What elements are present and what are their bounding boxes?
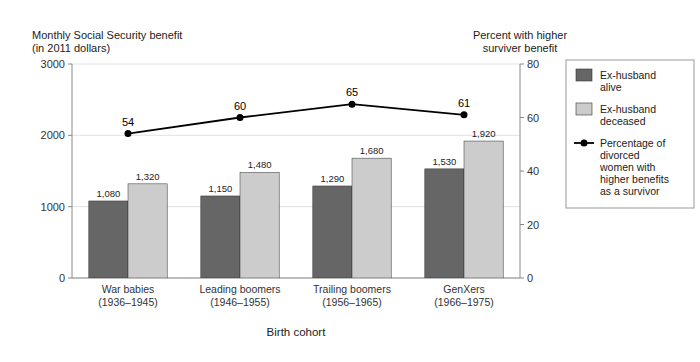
bar-label: 1,480 — [248, 159, 272, 170]
text-line: higher benefits — [600, 173, 669, 185]
legend-swatch — [576, 69, 592, 81]
line-label: 61 — [458, 97, 470, 109]
bar-label: 1,320 — [136, 171, 160, 182]
bar-label: 1,680 — [360, 145, 384, 156]
legend-frame — [566, 60, 694, 208]
legend-swatch — [581, 140, 588, 147]
tick-mark — [68, 206, 72, 207]
bar — [128, 184, 167, 278]
bar-label: 1,150 — [209, 183, 233, 194]
bar — [313, 186, 352, 278]
y2-tick-label: 60 — [527, 112, 539, 124]
line-label: 65 — [346, 86, 358, 98]
y-axis-line — [72, 64, 73, 278]
line-label: 54 — [122, 116, 134, 128]
x-tick-label: GenXers(1966–1975) — [434, 283, 494, 308]
text-line: women with — [599, 161, 656, 173]
text-line: (1936–1945) — [98, 296, 158, 308]
y2-axis-title: Percent with highersurviver benefit — [473, 29, 567, 54]
text-line: Ex-husband — [600, 103, 656, 115]
x-tick-label: Trailing boomers(1956–1965) — [313, 283, 391, 308]
text-line: Monthly Social Security benefit — [32, 29, 182, 41]
bar — [240, 172, 279, 278]
chart-svg: 0 1000 2000 3000 0 20 40 60 80 War babies(1936–19… — [0, 0, 700, 362]
text-line: as a survivor — [600, 185, 660, 197]
tick-mark — [520, 278, 524, 279]
text-line: Leading boomers — [199, 283, 280, 295]
line-marker — [237, 114, 244, 121]
text-line: Trailing boomers — [313, 283, 391, 295]
tick-mark — [68, 64, 72, 65]
bar — [89, 201, 128, 278]
line-marker — [349, 101, 356, 108]
y-tick-label: 0 — [59, 272, 65, 284]
grid-line — [72, 135, 520, 136]
text-line: Percentage of — [600, 137, 665, 149]
text-line: War babies — [102, 283, 155, 295]
tick-mark — [68, 135, 72, 136]
line-marker — [461, 111, 468, 118]
tick-mark — [520, 117, 524, 118]
text-line: Ex-husband — [600, 69, 656, 81]
bar — [352, 158, 391, 278]
bar — [201, 196, 240, 278]
tick-mark — [520, 64, 524, 65]
bar-label: 1,290 — [321, 173, 345, 184]
y-tick-label: 1000 — [41, 201, 65, 213]
bar-label: 1,080 — [97, 188, 121, 199]
y-tick-label: 2000 — [41, 129, 65, 141]
text-line: (1946–1955) — [210, 296, 270, 308]
text-line: deceased — [600, 115, 646, 127]
y2-tick-label: 20 — [527, 219, 539, 231]
grid-line — [72, 64, 520, 65]
text-line: divorced — [600, 149, 640, 161]
legend-label: Percentage ofdivorcedwomen withhigher be… — [599, 137, 669, 197]
line — [128, 104, 464, 133]
marks — [89, 101, 503, 278]
tick-mark — [68, 278, 72, 279]
x-tick-label: Leading boomers(1946–1955) — [199, 283, 280, 308]
bar — [425, 169, 464, 278]
y-tick-label: 3000 — [41, 58, 65, 70]
data-labels: 1,080 1,150 1,290 1,530 1,320 1,480 1,680 1,920… — [97, 86, 496, 199]
x-tick-label: War babies(1936–1945) — [98, 283, 158, 308]
text-line: (in 2011 dollars) — [32, 42, 110, 54]
text-line: (1956–1965) — [322, 296, 382, 308]
bar — [464, 141, 503, 278]
text-line: Percent with higher — [473, 29, 567, 41]
text-line: (1966–1975) — [434, 296, 494, 308]
chart-container: 0 1000 2000 3000 0 20 40 60 80 War babies(1936–19… — [0, 0, 700, 362]
tick-mark — [520, 224, 524, 225]
y-axis-title: Monthly Social Security benefit(in 2011 … — [32, 29, 182, 54]
background — [0, 0, 700, 362]
legend: Ex-husbandaliveEx-husbanddeceasedPercent… — [566, 60, 694, 208]
y2-tick-label: 80 — [527, 58, 539, 70]
line-label: 60 — [234, 100, 246, 112]
legend-label: Ex-husbanddeceased — [600, 103, 656, 127]
legend-label: Ex-husbandalive — [600, 69, 656, 93]
text-line: alive — [600, 81, 622, 93]
legend-swatch — [576, 103, 592, 115]
tick-mark — [520, 171, 524, 172]
axes: 0 1000 2000 3000 0 20 40 60 80 War babies(1936–19… — [41, 58, 540, 308]
bar-label: 1,920 — [472, 128, 496, 139]
y2-axis-line — [520, 64, 521, 278]
text-line: GenXers — [443, 283, 484, 295]
y2-tick-label: 40 — [527, 165, 539, 177]
bar-label: 1,530 — [433, 156, 457, 167]
text-line: surviver benefit — [483, 42, 558, 54]
line-marker — [125, 130, 132, 137]
y2-tick-label: 0 — [527, 272, 533, 284]
x-axis-title: Birth cohort — [267, 326, 327, 338]
